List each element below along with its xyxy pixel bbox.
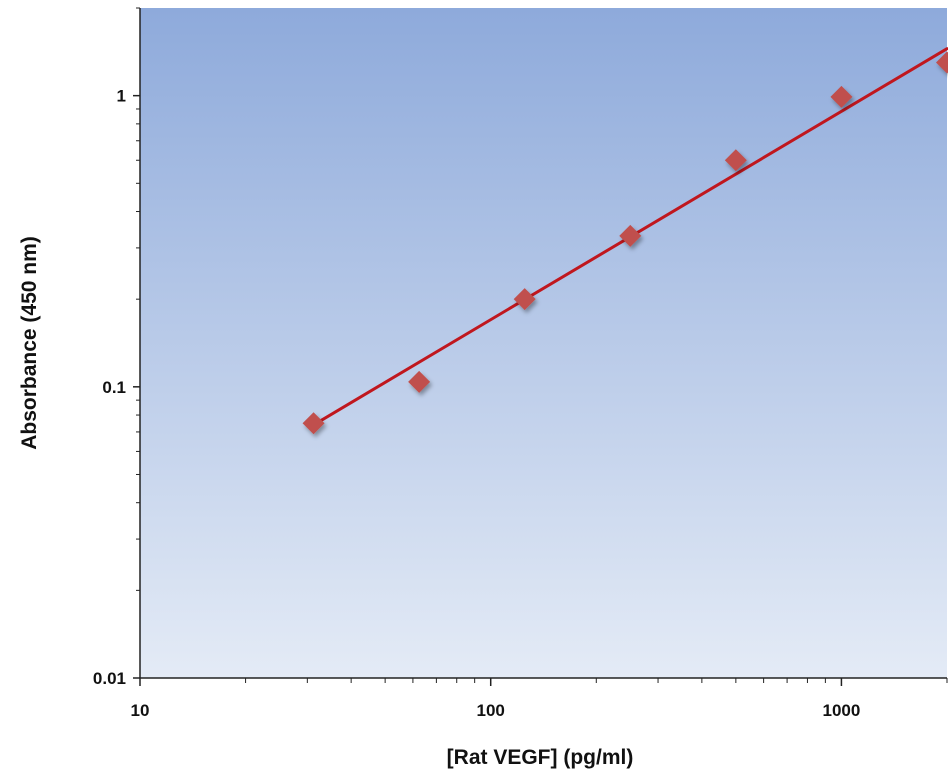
marks-layer <box>302 47 948 435</box>
axes-layer <box>139 8 947 679</box>
data-point <box>830 85 853 108</box>
x-tick-label: 1000 <box>823 701 861 720</box>
data-point <box>724 149 747 172</box>
data-point <box>408 370 431 393</box>
x-tick-label: 100 <box>477 701 505 720</box>
data-point <box>619 224 642 247</box>
y-axis-title: Absorbance (450 nm) <box>18 236 41 450</box>
plot-area <box>140 8 947 678</box>
data-point <box>936 51 948 74</box>
data-point <box>302 412 325 435</box>
y-tick-label: 0.01 <box>93 669 126 688</box>
y-tick-label: 0.1 <box>102 378 126 397</box>
y-tick-label: 1 <box>117 87 126 106</box>
ticks-layer: 10 100 1000 0.01 0.1 1 <box>93 7 948 720</box>
data-point <box>513 288 536 311</box>
x-tick-label: 10 <box>131 701 150 720</box>
x-axis-title: [Rat VEGF] (pg/ml) <box>447 746 634 769</box>
